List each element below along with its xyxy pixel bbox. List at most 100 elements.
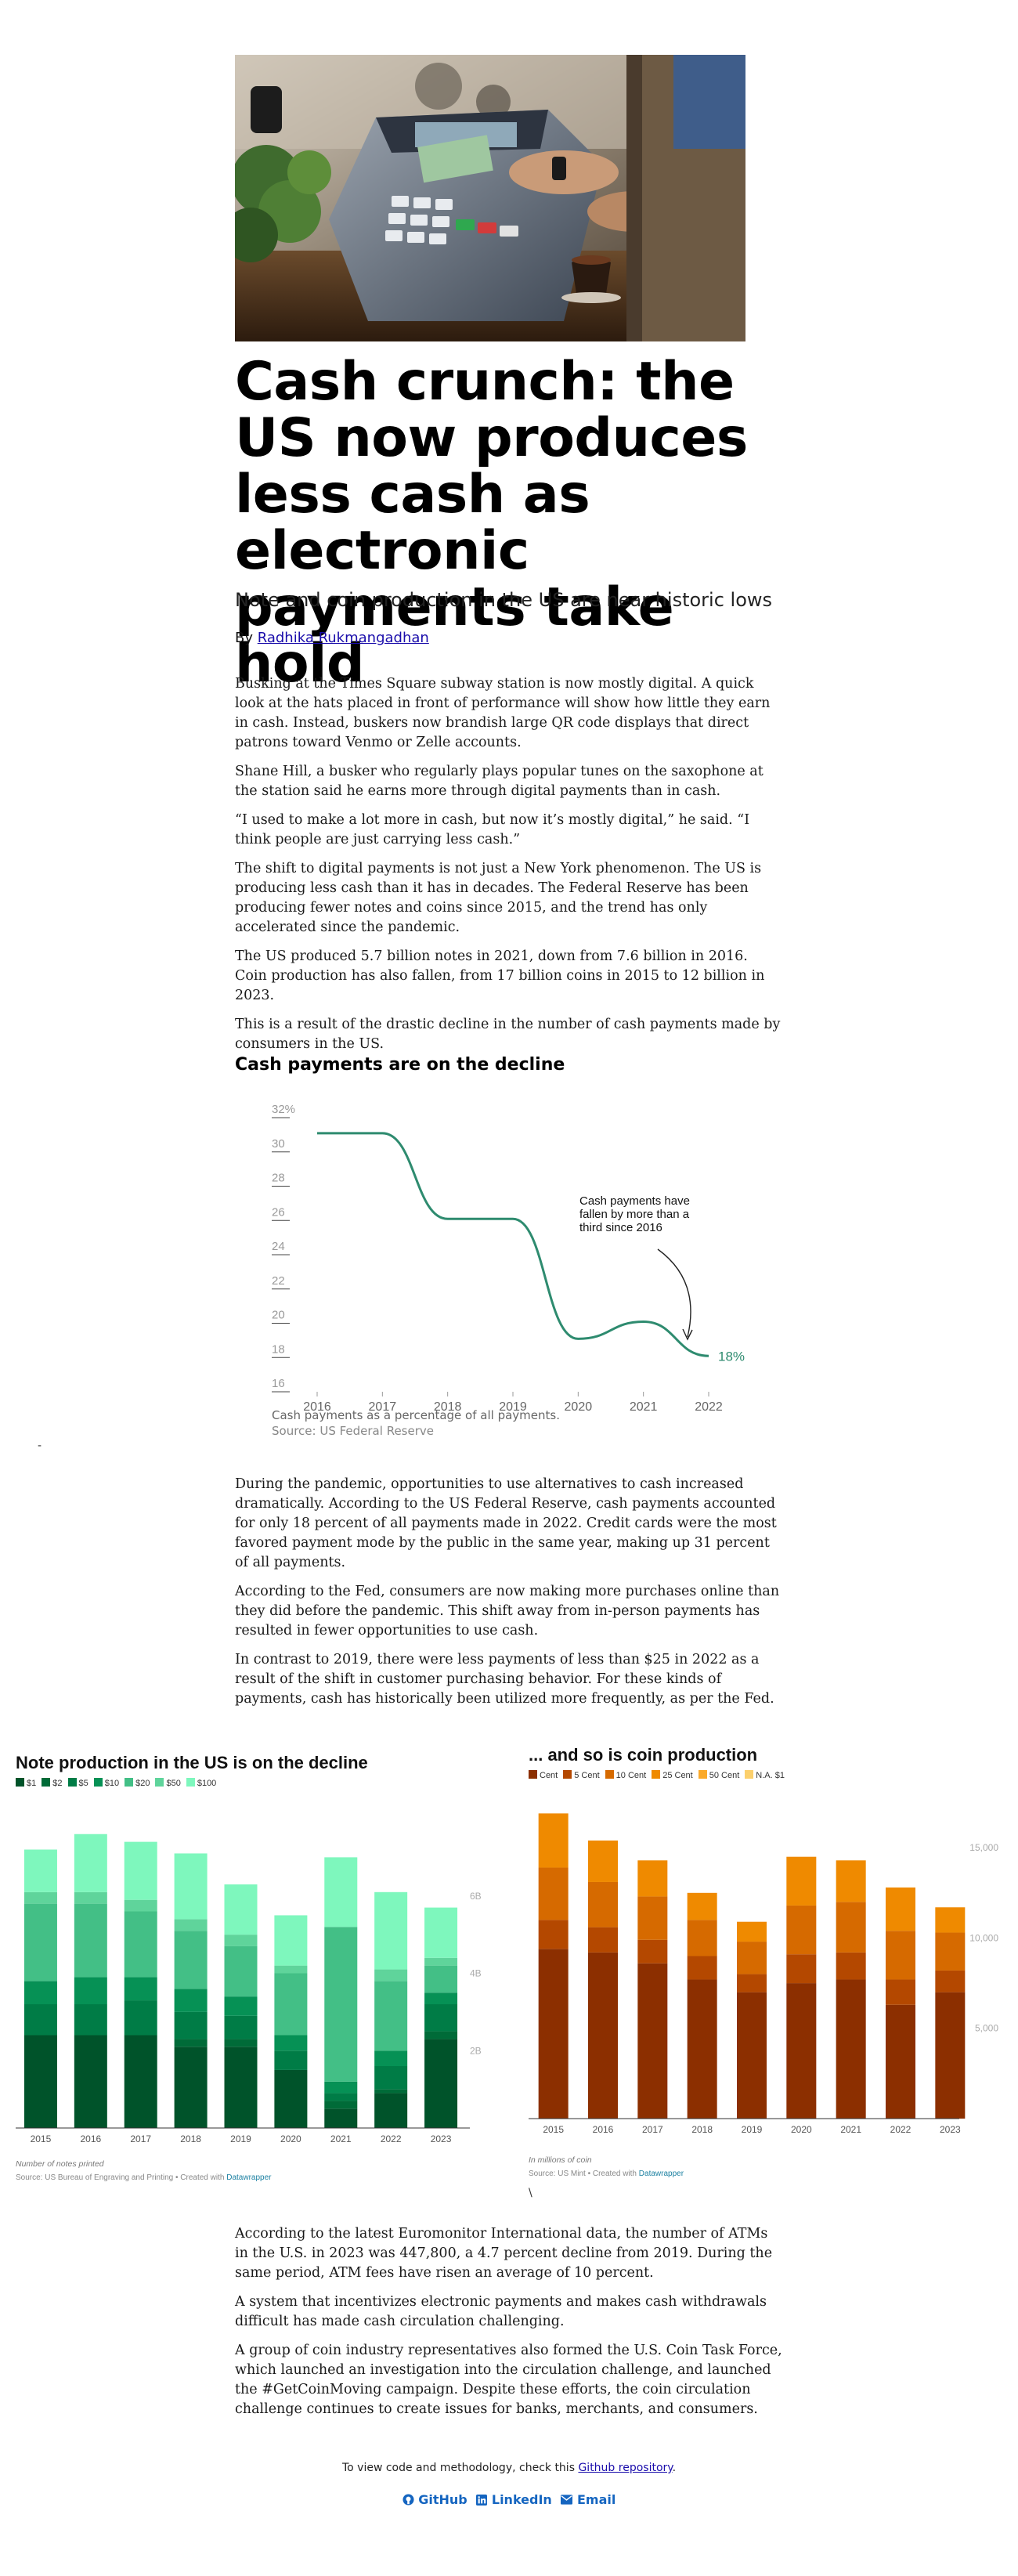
notes-chart-note: Number of notes printed [16, 2159, 104, 2169]
bar-segment [737, 1992, 767, 2119]
y-tick-label: 24 [272, 1240, 285, 1253]
bar-segment [324, 1857, 358, 1927]
email-link[interactable]: Email [561, 2492, 615, 2507]
x-tick-label: 2016 [593, 2124, 614, 2135]
x-tick-label: 2020 [791, 2124, 812, 2135]
bar-segment [538, 1813, 569, 1868]
legend-item: $5 [67, 1778, 88, 1788]
bar-segment [23, 1903, 57, 1982]
bar-segment [174, 1919, 208, 1931]
notes-chart-title: Note production in the US is on the decl… [16, 1753, 368, 1772]
legend-label: $100 [197, 1779, 217, 1788]
footer-links: GitHub LinkedIn Email [0, 2492, 1018, 2507]
legend-label: $50 [166, 1779, 181, 1788]
bar-segment [324, 2081, 358, 2094]
footer-note-text: To view code and methodology, check this [341, 2462, 579, 2474]
byline: By Radhika Rukmangadhan [235, 630, 429, 646]
bar-segment [424, 1957, 458, 1966]
legend-label: 10 Cent [615, 1771, 647, 1780]
bar-segment [23, 2035, 57, 2128]
footer-note: To view code and methodology, check this… [0, 2462, 1018, 2474]
bar-segment [935, 1970, 966, 1993]
bar-segment [737, 1942, 767, 1974]
legend-item: $20 [125, 1778, 150, 1788]
legend-item: $2 [42, 1778, 63, 1788]
coins-chart-source: Source: US Mint • Created with Datawrapp… [529, 2170, 684, 2178]
byline-prefix: By [235, 630, 258, 646]
paragraph: A group of coin industry representatives… [235, 2343, 782, 2417]
legend-swatch [93, 1778, 103, 1787]
y-tick-label: 28 [272, 1172, 285, 1185]
bar-segment [174, 1931, 208, 1989]
author-link[interactable]: Radhika Rukmangadhan [257, 630, 429, 646]
bar-segment [174, 1853, 208, 1920]
bar-segment [74, 2004, 107, 2036]
y-tick-label: 18 [272, 1342, 285, 1356]
paragraph: “I used to make a lot more in cash, but … [235, 812, 750, 847]
legend-swatch [125, 1778, 134, 1787]
bar-segment [737, 1921, 767, 1942]
x-tick-label: 2018 [434, 1400, 462, 1414]
bar-segment [374, 2093, 408, 2128]
legend-swatch [186, 1778, 195, 1787]
legend-item: $100 [186, 1778, 216, 1788]
legend-label: 50 Cent [709, 1771, 740, 1780]
annotation-arrow [657, 1248, 691, 1338]
x-tick-label: 2022 [890, 2124, 912, 2135]
bar-segment [588, 1952, 618, 2119]
y-tick-label: 5,000 [975, 2023, 998, 2034]
bar-segment [224, 1884, 258, 1935]
bar-segment [886, 1931, 915, 1980]
bar-segment [786, 1856, 817, 1906]
bar-segment [424, 2039, 458, 2128]
bar-segment [935, 1992, 966, 2119]
bar-segment [836, 1860, 866, 1902]
bar-segment [174, 2047, 208, 2128]
paragraph: The US produced 5.7 billion notes in 202… [235, 948, 765, 1003]
coins-chart-legend: Cent 5 Cent 10 Cent 25 Cent 50 Cent N.A. $1 [529, 1770, 790, 1780]
legend-item: 10 Cent [605, 1770, 647, 1780]
bar-segment [538, 1867, 569, 1920]
coins-datawrapper-link[interactable]: Datawrapper [638, 2170, 684, 2178]
bar-segment [687, 1956, 717, 1980]
x-tick-label: 2023 [431, 2133, 452, 2144]
paragraph: According to the latest Euromonitor Inte… [235, 2226, 773, 2281]
bar-segment [786, 1954, 817, 1984]
notes-stacked-bar-chart: 2B 4B 6B 2015 2016 2017 2018 2019 2020 2021 2022 20… [16, 1834, 482, 2144]
coins-chart-title: ... and so is coin production [529, 1745, 758, 1765]
bar-segment [424, 1907, 458, 1958]
bar-segment [588, 1927, 618, 1953]
x-tick-label: 2019 [742, 2124, 763, 2135]
notes-datawrapper-link[interactable]: Datawrapper [226, 2173, 272, 2182]
line-chart-note: Cash payments as a percentage of all pay… [272, 1408, 560, 1422]
legend-swatch [652, 1770, 661, 1779]
legend-swatch [605, 1770, 614, 1779]
bar-segment [274, 2069, 308, 2128]
github-link[interactable]: GitHub [403, 2492, 467, 2507]
footer-note-suffix: . [672, 2462, 677, 2474]
legend-label: $10 [104, 1779, 120, 1788]
bar-segment [538, 1949, 569, 2119]
x-tick-label: 2020 [280, 2133, 301, 2144]
y-tick-label: 2B [470, 2045, 482, 2056]
bar-segment [23, 1891, 57, 1904]
bar-segment [637, 1896, 668, 1940]
bar-segment [374, 1969, 408, 1982]
legend-swatch [155, 1778, 164, 1787]
bar-segment [836, 1952, 866, 1980]
bar-segment [74, 1977, 107, 2004]
notes-chart-source: Source: US Bureau of Engraving and Print… [16, 2173, 271, 2182]
github-repo-link[interactable]: Github repository [578, 2462, 673, 2474]
bar-segment [74, 2035, 107, 2128]
article-body-3: According to the latest Euromonitor Inte… [235, 2224, 783, 2419]
linkedin-link[interactable]: LinkedIn [476, 2492, 552, 2507]
x-tick-label: 2021 [840, 2124, 861, 2135]
bar-segment [224, 1935, 258, 1946]
bar-segment [374, 2089, 408, 2094]
github-icon [403, 2494, 414, 2506]
bar-segment [836, 1979, 866, 2119]
x-tick-label: 2015 [543, 2124, 564, 2135]
x-tick-label: 2018 [691, 2124, 713, 2135]
y-tick-label: 20 [272, 1309, 285, 1322]
